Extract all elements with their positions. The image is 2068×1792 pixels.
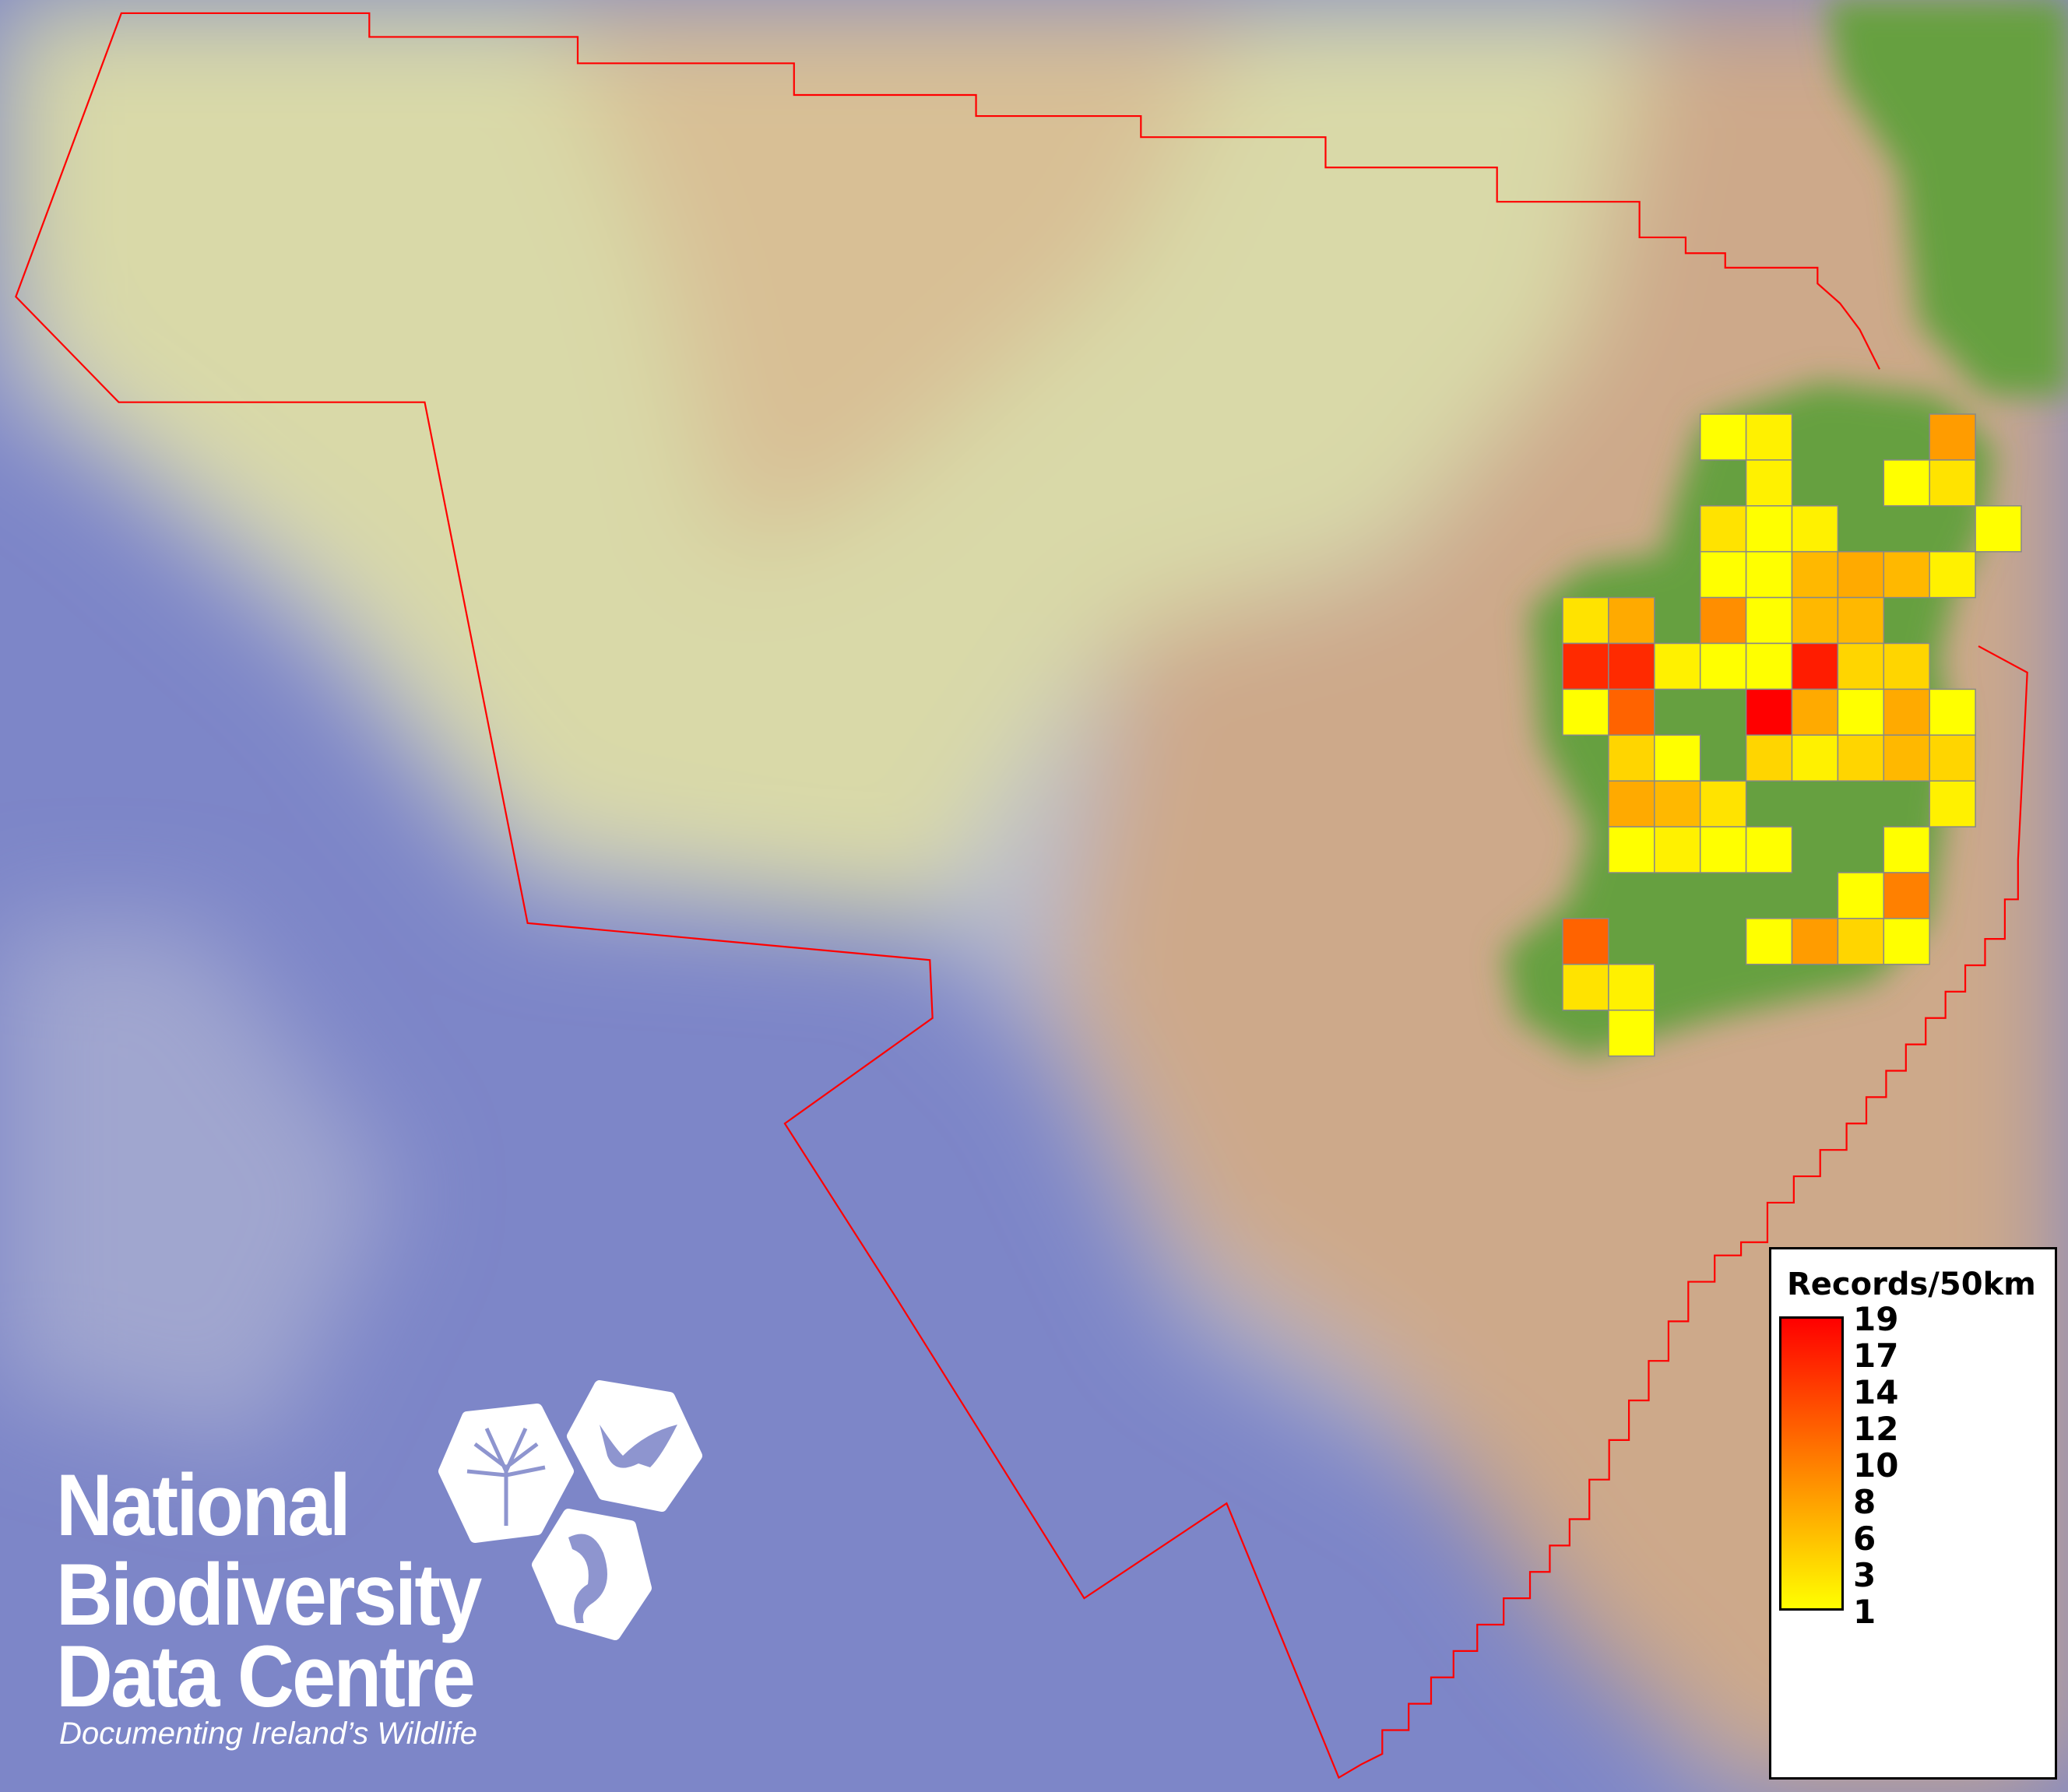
grid-cell[interactable] xyxy=(1929,734,1976,782)
grid-cell[interactable] xyxy=(1929,780,1976,827)
legend-colorbar xyxy=(1779,1316,1844,1611)
grid-cell[interactable] xyxy=(1883,918,1930,965)
scotland-land xyxy=(1827,0,2068,396)
grid-cell[interactable] xyxy=(1791,596,1839,645)
grid-cell[interactable] xyxy=(1562,596,1609,645)
tick-label: 3 xyxy=(1853,1556,1876,1594)
grid-cell[interactable] xyxy=(1975,505,2022,553)
grid-cell[interactable] xyxy=(1608,826,1655,873)
grid-cell[interactable] xyxy=(1699,780,1747,827)
grid-cell[interactable] xyxy=(1562,918,1609,965)
logo-tagline: Documenting Ireland’s Wildlife xyxy=(59,1716,477,1751)
grid-cell[interactable] xyxy=(1745,413,1793,461)
grid-cell[interactable] xyxy=(1745,459,1793,507)
grid-cell[interactable] xyxy=(1929,413,1976,461)
records-grid xyxy=(1562,413,2022,1057)
grid-cell[interactable] xyxy=(1883,459,1930,507)
legend: Records/50km 19 17 14 12 10 8 6 3 1 xyxy=(1769,1247,2057,1780)
grid-cell[interactable] xyxy=(1562,964,1609,1011)
grid-cell[interactable] xyxy=(1654,642,1701,690)
grid-cell[interactable] xyxy=(1791,688,1839,736)
survey-boundary xyxy=(15,12,2028,1780)
grid-cell[interactable] xyxy=(1883,688,1930,736)
butterfly-icon xyxy=(567,1380,702,1512)
grid-cell[interactable] xyxy=(1699,413,1747,461)
grid-cell[interactable] xyxy=(1608,642,1655,690)
grid-cell[interactable] xyxy=(1791,550,1839,599)
grid-cell[interactable] xyxy=(1745,596,1793,645)
grid-cell[interactable] xyxy=(1745,550,1793,599)
grid-cell[interactable] xyxy=(1745,826,1793,873)
grid-cell[interactable] xyxy=(1929,688,1976,736)
grid-cell[interactable] xyxy=(1837,734,1885,782)
grid-cell[interactable] xyxy=(1791,505,1839,553)
grid-cell[interactable] xyxy=(1608,596,1655,645)
grid-cell[interactable] xyxy=(1837,642,1885,690)
grid-cell[interactable] xyxy=(1608,780,1655,827)
grid-cell[interactable] xyxy=(1745,688,1793,736)
tick-label: 8 xyxy=(1853,1483,1876,1521)
grid-cell[interactable] xyxy=(1699,505,1747,553)
tick-label: 10 xyxy=(1853,1446,1899,1485)
grid-cell[interactable] xyxy=(1883,642,1930,690)
grid-cell[interactable] xyxy=(1608,964,1655,1011)
grid-cell[interactable] xyxy=(1699,596,1747,645)
grid-cell[interactable] xyxy=(1837,596,1885,645)
grid-cell[interactable] xyxy=(1837,918,1885,965)
logo-line-data-centre: Data Centre xyxy=(56,1628,476,1725)
logo-line-biodiversity: Biodiversity xyxy=(56,1546,482,1643)
tick-label: 14 xyxy=(1853,1373,1899,1411)
grid-cell[interactable] xyxy=(1745,734,1793,782)
grid-cell[interactable] xyxy=(1608,734,1655,782)
grid-cell[interactable] xyxy=(1562,688,1609,736)
grid-cell[interactable] xyxy=(1883,826,1930,873)
grid-cell[interactable] xyxy=(1837,550,1885,599)
grid-cell[interactable] xyxy=(1837,872,1885,919)
grid-cell[interactable] xyxy=(1883,872,1930,919)
grid-cell[interactable] xyxy=(1929,459,1976,507)
grid-cell[interactable] xyxy=(1791,642,1839,690)
grid-cell[interactable] xyxy=(1654,826,1701,873)
grid-cell[interactable] xyxy=(1929,550,1976,599)
grid-cell[interactable] xyxy=(1883,550,1930,599)
grid-cell[interactable] xyxy=(1791,734,1839,782)
grid-cell[interactable] xyxy=(1699,642,1747,690)
grid-cell[interactable] xyxy=(1654,734,1701,782)
tick-label: 19 xyxy=(1853,1300,1899,1338)
grid-cell[interactable] xyxy=(1745,505,1793,553)
grid-cell[interactable] xyxy=(1654,780,1701,827)
grid-cell[interactable] xyxy=(1791,918,1839,965)
tick-label: 1 xyxy=(1853,1593,1876,1631)
grid-cell[interactable] xyxy=(1837,688,1885,736)
grid-cell[interactable] xyxy=(1745,642,1793,690)
legend-title: Records/50km xyxy=(1787,1267,2036,1302)
grid-cell[interactable] xyxy=(1745,918,1793,965)
grid-cell[interactable] xyxy=(1562,642,1609,690)
logo-line-national: National xyxy=(56,1456,351,1554)
grid-cell[interactable] xyxy=(1699,550,1747,599)
grid-cell[interactable] xyxy=(1883,734,1930,782)
tick-label: 6 xyxy=(1853,1520,1876,1558)
grid-cell[interactable] xyxy=(1608,1009,1655,1057)
tick-label: 17 xyxy=(1853,1337,1899,1375)
logo-emblem xyxy=(438,1380,702,1640)
tree-icon xyxy=(438,1404,574,1543)
tick-label: 12 xyxy=(1853,1410,1899,1448)
seahorse-icon xyxy=(532,1509,652,1640)
grid-cell[interactable] xyxy=(1608,688,1655,736)
grid-cell[interactable] xyxy=(1699,826,1747,873)
